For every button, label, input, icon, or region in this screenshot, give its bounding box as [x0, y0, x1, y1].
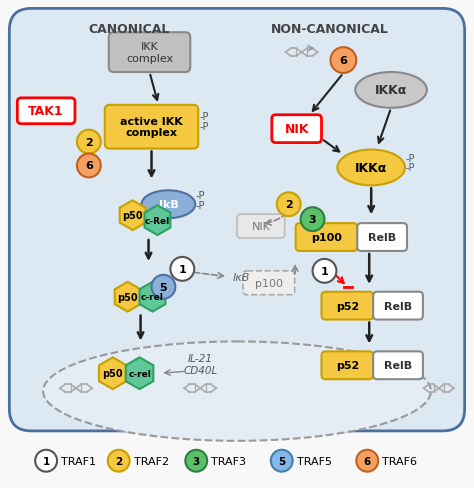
Text: -P: -P — [199, 112, 209, 122]
Text: -P: -P — [199, 122, 209, 131]
Circle shape — [301, 208, 325, 232]
Ellipse shape — [337, 150, 405, 186]
Text: -P: -P — [195, 201, 205, 211]
Text: NON-CANONICAL: NON-CANONICAL — [271, 23, 388, 36]
Text: 2: 2 — [85, 137, 93, 147]
Text: p50: p50 — [118, 292, 138, 302]
Text: CANONICAL: CANONICAL — [88, 23, 169, 36]
FancyBboxPatch shape — [373, 352, 423, 380]
Text: TRAF1: TRAF1 — [61, 456, 96, 466]
Text: TRAF5: TRAF5 — [297, 456, 332, 466]
Circle shape — [108, 450, 129, 472]
Text: active IKK
complex: active IKK complex — [120, 117, 183, 138]
Text: IκB: IκB — [233, 272, 250, 282]
Text: TAK1: TAK1 — [28, 105, 64, 118]
Text: NIK: NIK — [284, 123, 309, 136]
Polygon shape — [115, 282, 141, 312]
FancyBboxPatch shape — [357, 224, 407, 251]
Ellipse shape — [142, 191, 195, 219]
Polygon shape — [126, 358, 154, 389]
FancyBboxPatch shape — [321, 292, 373, 320]
Circle shape — [185, 450, 207, 472]
FancyBboxPatch shape — [243, 271, 295, 295]
Text: c-rel: c-rel — [128, 369, 151, 378]
Circle shape — [35, 450, 57, 472]
Text: TRAF6: TRAF6 — [382, 456, 417, 466]
Circle shape — [330, 48, 356, 74]
Text: NIK: NIK — [251, 222, 270, 232]
Text: IKKα: IKKα — [355, 162, 387, 175]
Text: RelB: RelB — [384, 361, 412, 370]
Text: TRAF3: TRAF3 — [211, 456, 246, 466]
Text: 6: 6 — [85, 161, 93, 171]
Text: c-rel: c-rel — [141, 293, 164, 302]
Circle shape — [77, 130, 101, 154]
FancyBboxPatch shape — [373, 292, 423, 320]
Text: 2: 2 — [115, 456, 122, 466]
Text: 3: 3 — [192, 456, 200, 466]
Text: IKKα: IKKα — [375, 84, 407, 97]
Circle shape — [152, 275, 175, 299]
FancyBboxPatch shape — [237, 215, 285, 239]
Circle shape — [312, 260, 337, 283]
FancyBboxPatch shape — [105, 105, 198, 149]
Text: p100: p100 — [311, 233, 342, 243]
Text: IKK
complex: IKK complex — [126, 42, 173, 64]
Text: p50: p50 — [102, 368, 123, 379]
Text: -P: -P — [406, 153, 416, 163]
Circle shape — [170, 257, 194, 281]
FancyBboxPatch shape — [109, 33, 190, 73]
Circle shape — [271, 450, 292, 472]
Text: 5: 5 — [160, 282, 167, 292]
Circle shape — [77, 154, 101, 178]
Polygon shape — [99, 358, 127, 389]
Polygon shape — [120, 201, 146, 231]
Text: 1: 1 — [178, 264, 186, 274]
Polygon shape — [145, 206, 170, 236]
Text: 5: 5 — [278, 456, 285, 466]
Polygon shape — [139, 282, 165, 312]
Text: IkB: IkB — [158, 200, 178, 210]
FancyBboxPatch shape — [321, 352, 373, 380]
Text: 3: 3 — [309, 215, 316, 224]
Text: RelB: RelB — [368, 233, 396, 243]
FancyBboxPatch shape — [296, 224, 357, 251]
Text: p50: p50 — [122, 211, 143, 221]
Text: 6: 6 — [364, 456, 371, 466]
Text: 2: 2 — [285, 200, 292, 210]
Circle shape — [356, 450, 378, 472]
Text: p52: p52 — [336, 301, 359, 311]
Text: IL-21
CD40L: IL-21 CD40L — [183, 354, 218, 375]
Text: p52: p52 — [336, 361, 359, 370]
Text: -P: -P — [195, 191, 205, 201]
Ellipse shape — [43, 342, 431, 441]
Text: p100: p100 — [255, 278, 283, 288]
Ellipse shape — [356, 73, 427, 108]
FancyBboxPatch shape — [17, 99, 75, 124]
Text: -P: -P — [406, 163, 416, 173]
FancyBboxPatch shape — [9, 9, 465, 431]
Circle shape — [277, 193, 301, 217]
FancyBboxPatch shape — [272, 116, 321, 143]
Text: c-Rel: c-Rel — [145, 216, 170, 225]
Text: 6: 6 — [339, 56, 347, 66]
Text: 1: 1 — [320, 266, 328, 276]
Text: 1: 1 — [43, 456, 50, 466]
Text: TRAF2: TRAF2 — [134, 456, 169, 466]
Text: RelB: RelB — [384, 301, 412, 311]
